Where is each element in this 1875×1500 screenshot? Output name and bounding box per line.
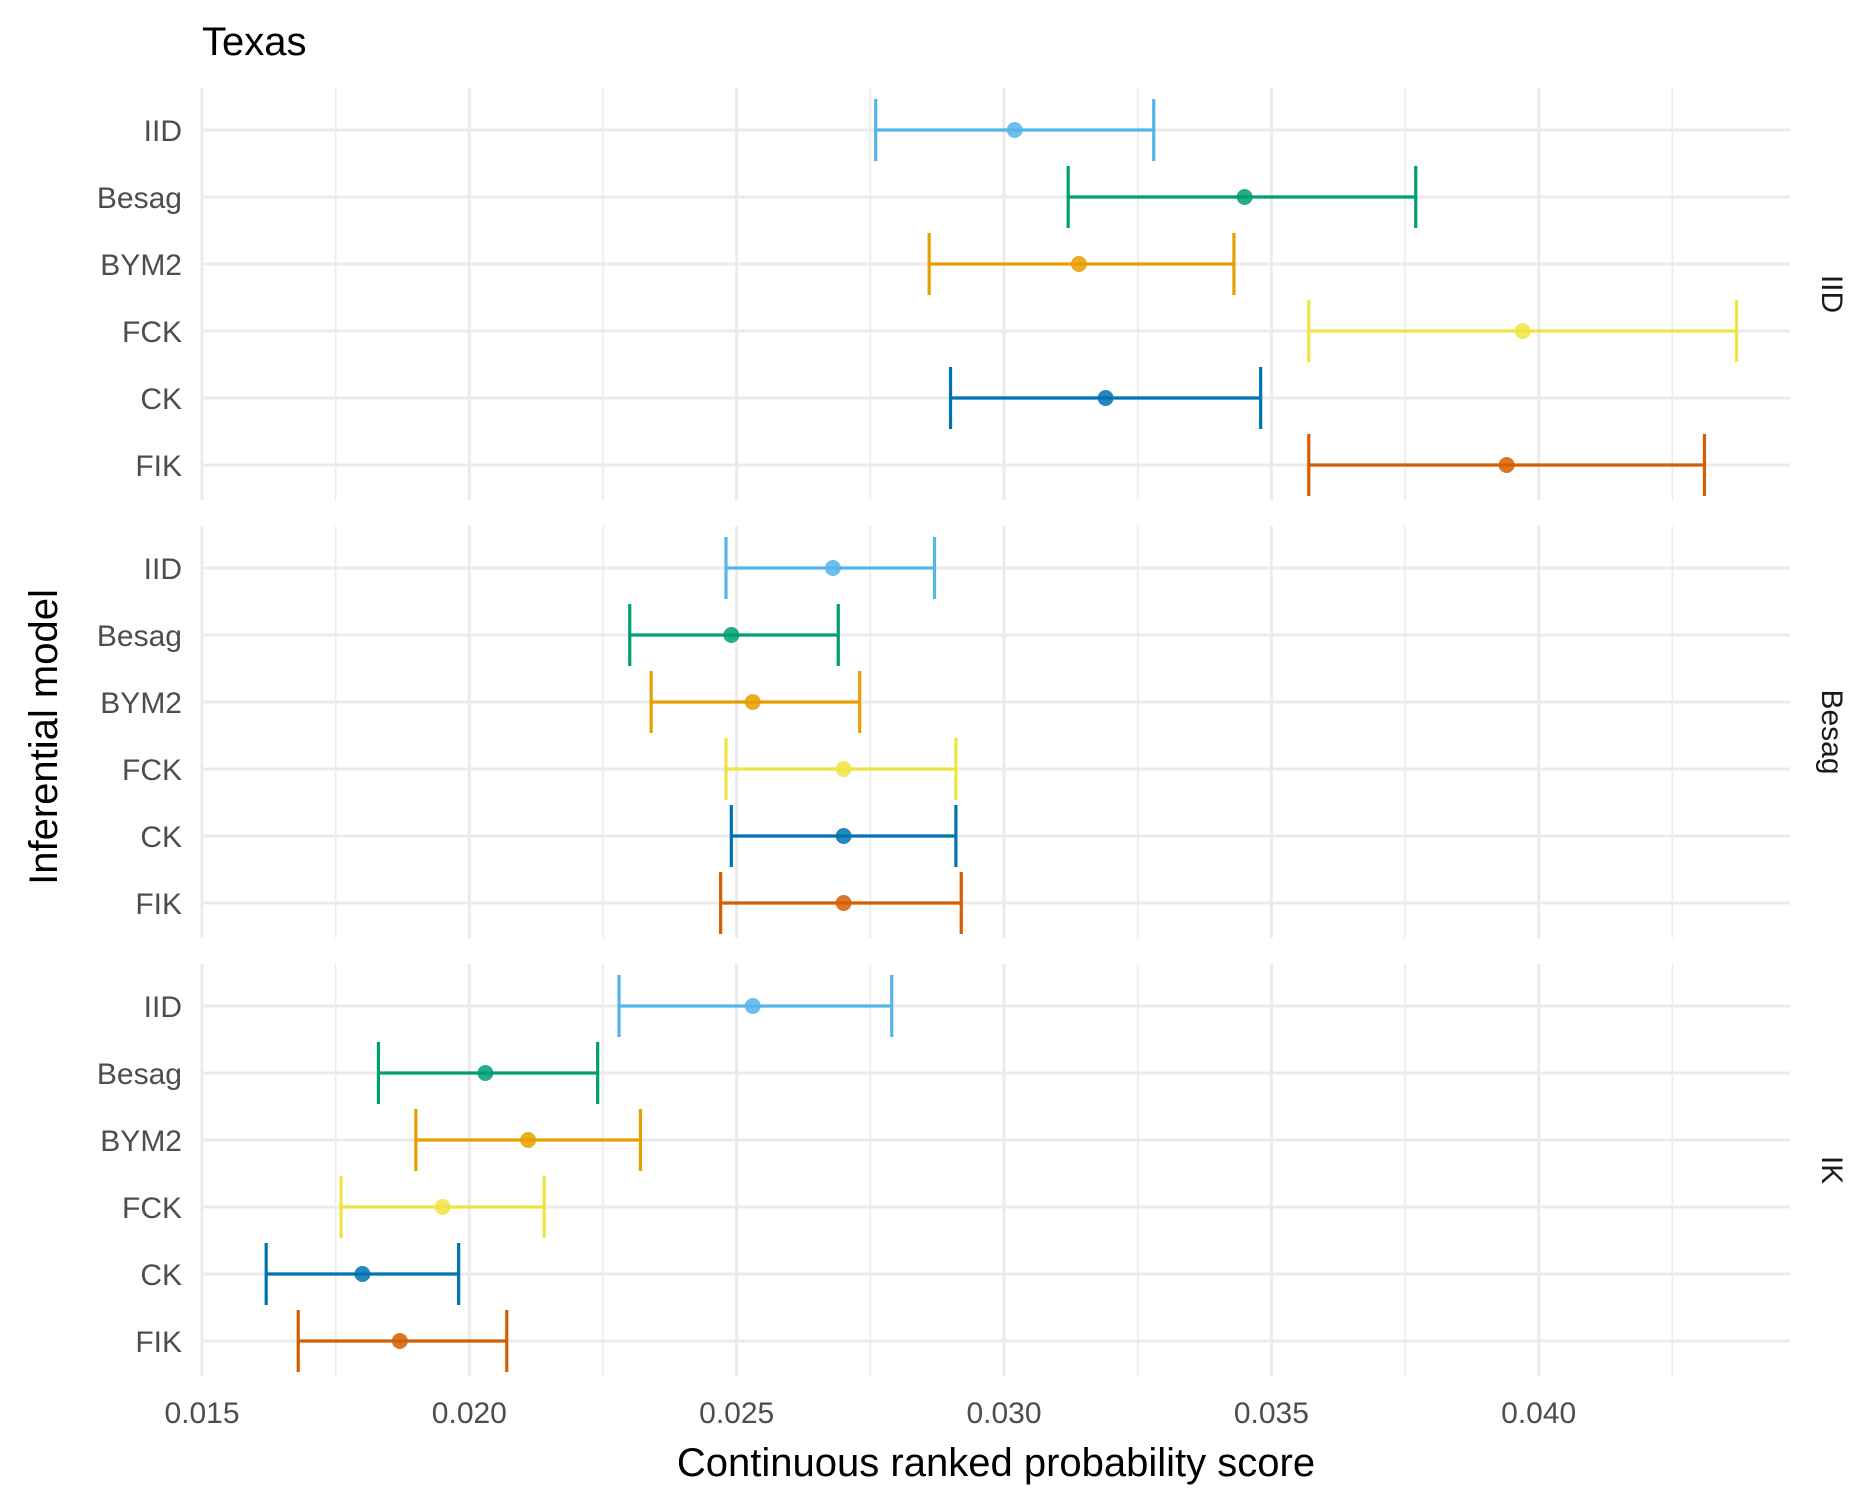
mean-point: [1498, 457, 1515, 473]
errorbar-iid: [617, 975, 894, 1037]
errorbar-fik: [296, 1310, 509, 1372]
y-tick-label: FCK: [122, 1192, 182, 1225]
y-tick-label: CK: [140, 383, 182, 416]
x-tick-label: 0.020: [432, 1397, 507, 1430]
panel-ik: IID Besag BYM2 FCK CK FIK IK: [97, 964, 1848, 1376]
mean-point: [835, 895, 852, 911]
mean-point: [835, 761, 852, 777]
strip-label-besag: Besag: [1815, 689, 1848, 774]
x-tick-label: 0.035: [1234, 1397, 1309, 1430]
mean-point: [520, 1132, 537, 1148]
y-tick-label: CK: [140, 1259, 182, 1292]
panel-iid: IID Besag BYM2 FCK CK FIK IID: [97, 88, 1848, 500]
errorbar-ck: [729, 805, 958, 867]
x-tick-label: 0.025: [699, 1397, 774, 1430]
mean-point: [477, 1065, 494, 1081]
panel-besag: IID Besag BYM2 FCK CK FIK Besag: [97, 526, 1848, 938]
x-axis-title: Continuous ranked probability score: [677, 1441, 1315, 1485]
errorbar-bym2: [649, 671, 862, 733]
mean-point: [744, 694, 761, 710]
y-tick-label: IID: [144, 115, 182, 148]
errorbar-besag: [628, 604, 840, 666]
mean-point: [744, 998, 761, 1014]
errorbar-ck: [948, 367, 1263, 429]
y-tick-label: CK: [140, 821, 182, 854]
errorbar-fik: [719, 872, 963, 934]
errorbar-besag: [376, 1042, 600, 1104]
mean-point: [1236, 189, 1253, 205]
errorbar-fck: [1307, 300, 1739, 362]
mean-point: [1070, 256, 1087, 272]
mean-point: [354, 1266, 371, 1282]
y-tick-label: BYM2: [100, 1125, 182, 1158]
errorbar-fck: [339, 1176, 546, 1238]
mean-point: [723, 627, 740, 643]
mean-point: [434, 1199, 451, 1215]
chart-title: Texas: [202, 20, 307, 64]
strip-label-ik: IK: [1815, 1156, 1848, 1184]
errorbar-fik: [1307, 434, 1707, 496]
y-tick-label: BYM2: [100, 249, 182, 282]
x-tick-label: 0.030: [966, 1397, 1041, 1430]
x-tick-label: 0.015: [164, 1397, 239, 1430]
y-tick-label: Besag: [97, 182, 182, 215]
y-tick-label: IID: [144, 553, 182, 586]
mean-point: [824, 560, 841, 576]
y-tick-label: Besag: [97, 1058, 182, 1091]
y-tick-label: FCK: [122, 754, 182, 787]
y-tick-label: IID: [144, 991, 182, 1024]
x-tick-label: 0.040: [1501, 1397, 1576, 1430]
y-tick-label: Besag: [97, 620, 182, 653]
x-axis: 0.015 0.020 0.025 0.030 0.035 0.040: [164, 1397, 1576, 1430]
y-axis-title: Inferential model: [22, 589, 66, 885]
errorbar-iid: [874, 99, 1156, 161]
mean-point: [391, 1333, 408, 1349]
facet-panels: IID Besag BYM2 FCK CK FIK IID IID Besag BYM2 FCK CK…: [97, 88, 1848, 1376]
mean-point: [1006, 122, 1023, 138]
mean-point: [1514, 323, 1531, 339]
errorbar-fck: [724, 738, 958, 800]
errorbar-ck: [264, 1243, 461, 1305]
y-tick-label: FIK: [135, 450, 182, 483]
y-tick-label: FCK: [122, 316, 182, 349]
errorbar-bym2: [927, 233, 1236, 295]
errorbar-iid: [724, 537, 937, 599]
mean-point: [835, 828, 852, 844]
y-tick-label: FIK: [135, 888, 182, 921]
mean-point: [1097, 390, 1114, 406]
y-tick-label: FIK: [135, 1326, 182, 1359]
y-tick-label: BYM2: [100, 687, 182, 720]
strip-label-iid: IID: [1815, 275, 1848, 313]
errorbar-besag: [1066, 166, 1418, 228]
errorbar-bym2: [414, 1109, 643, 1171]
